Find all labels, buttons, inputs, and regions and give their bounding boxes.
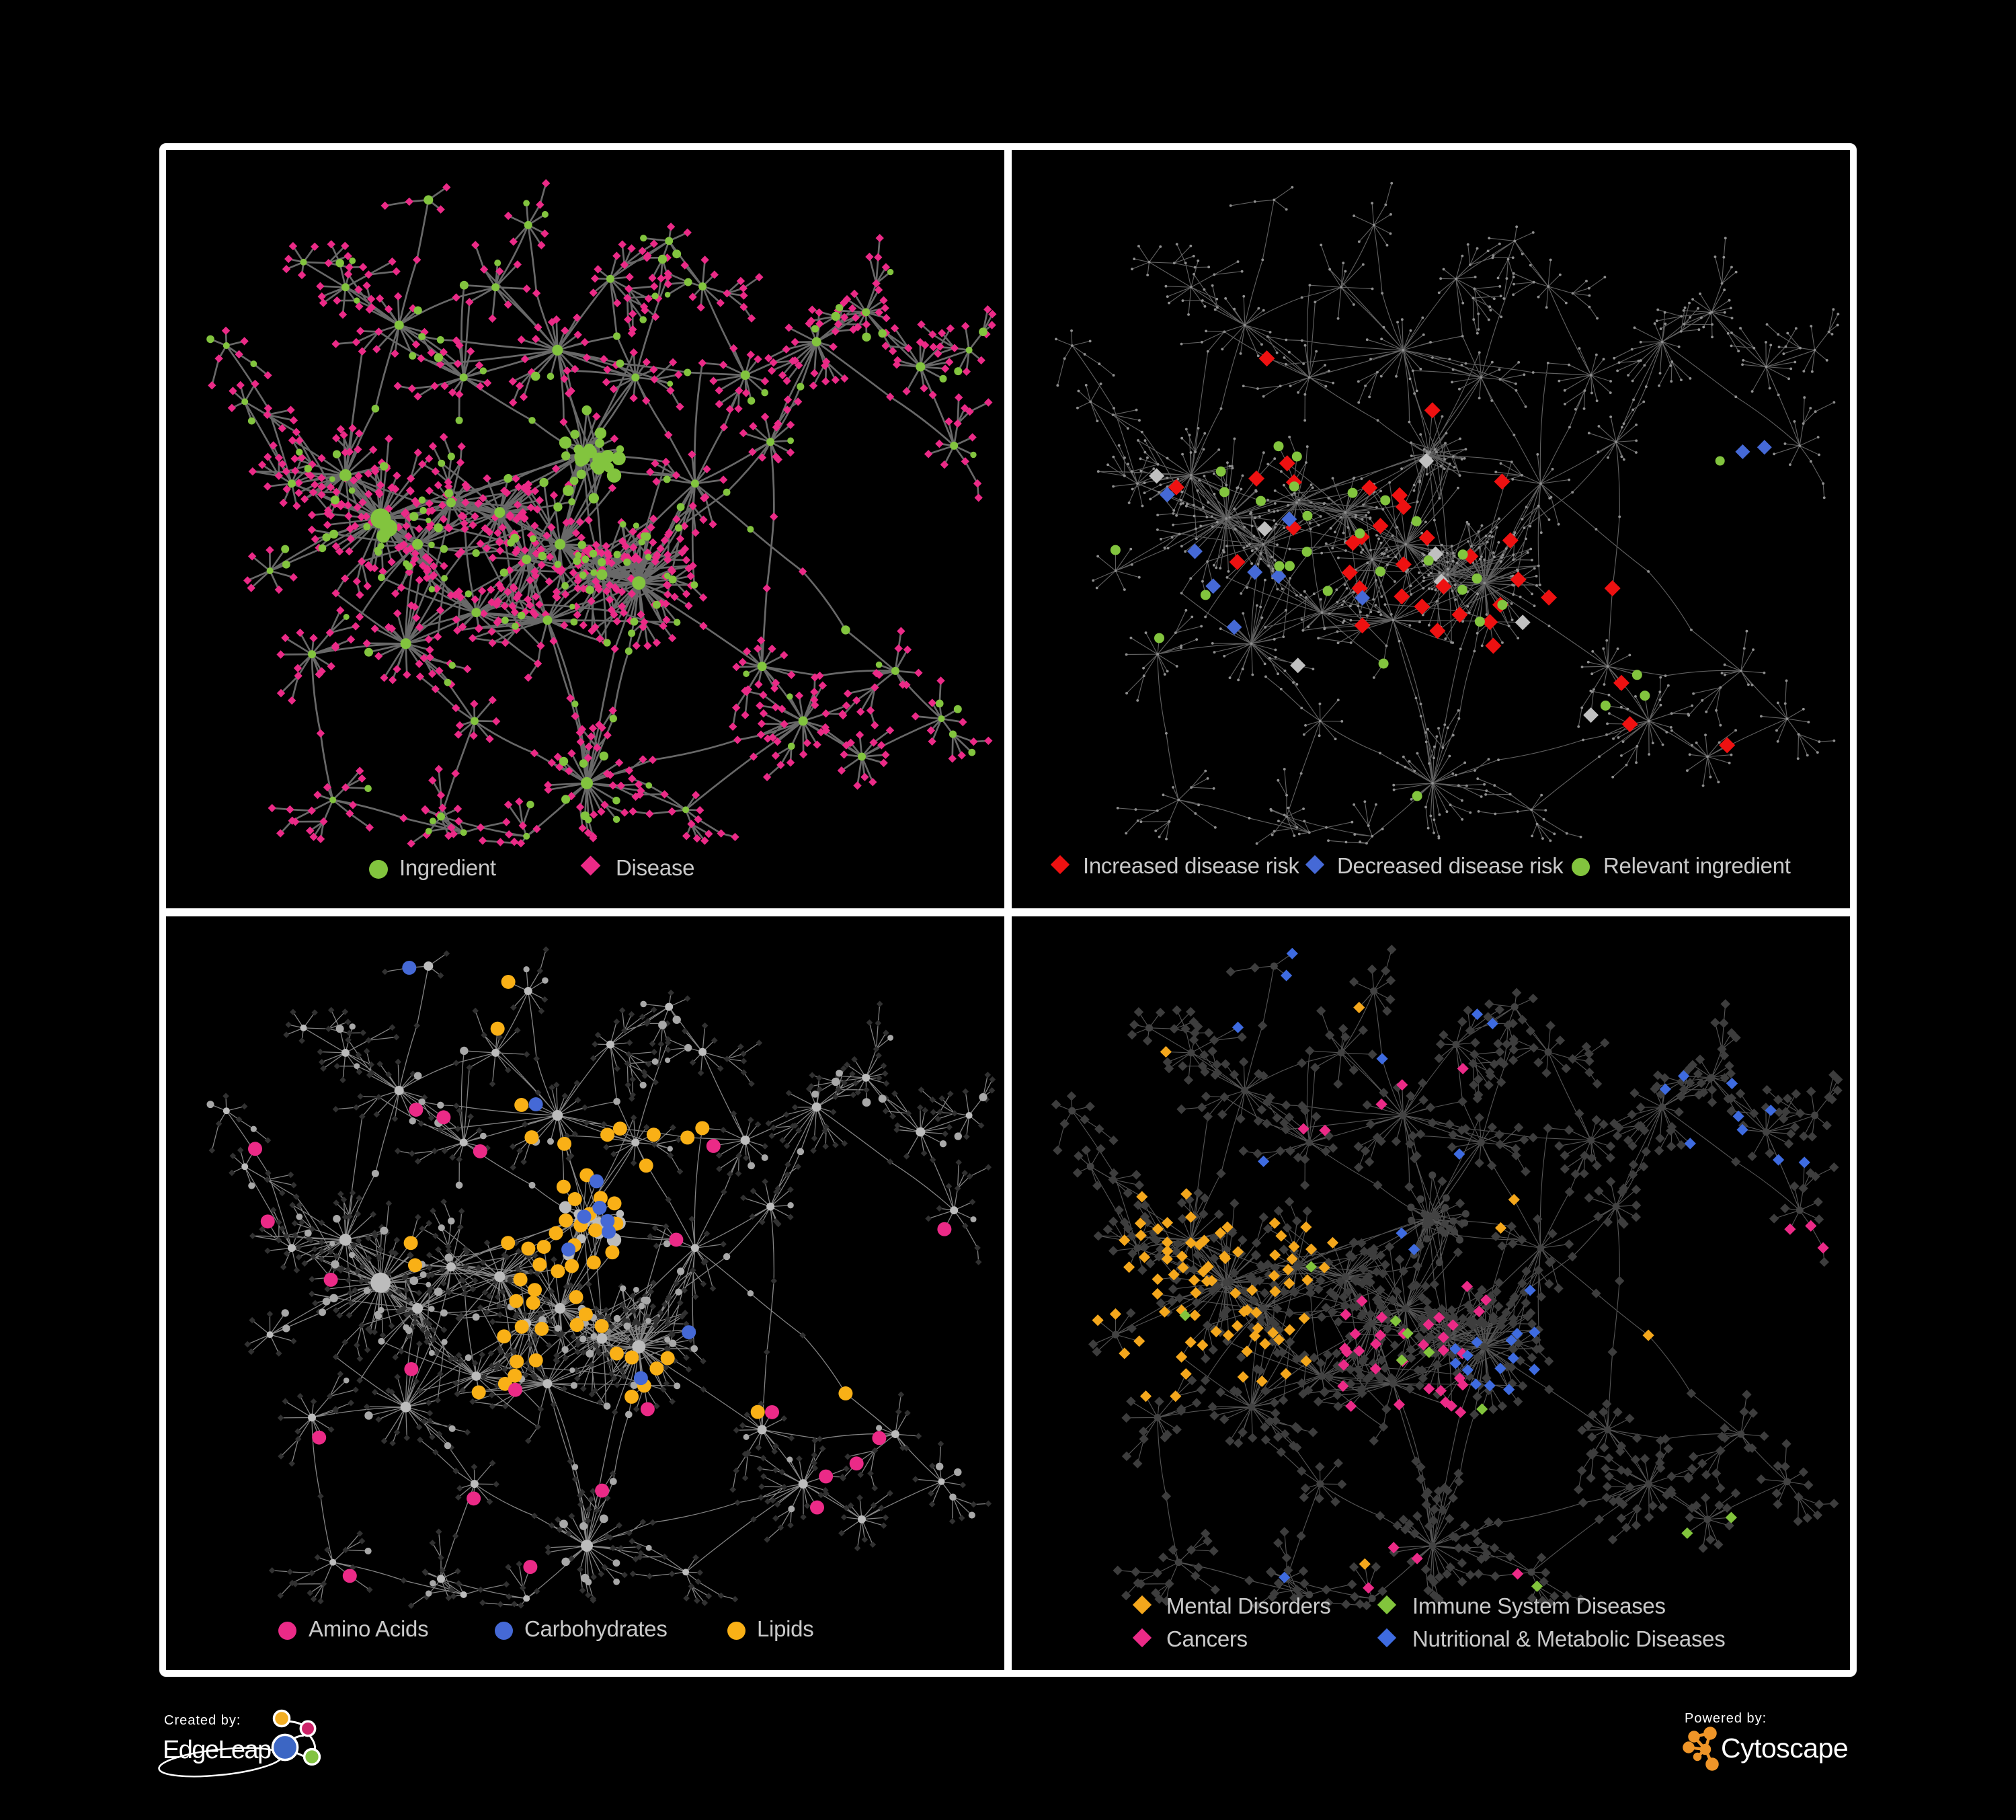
svg-text:Cytoscape: Cytoscape <box>1721 1733 1848 1764</box>
svg-text:EdgeLeap: EdgeLeap <box>163 1736 271 1764</box>
svg-text:Powered by:: Powered by: <box>1685 1711 1767 1726</box>
svg-text:Created by:: Created by: <box>164 1713 241 1728</box>
